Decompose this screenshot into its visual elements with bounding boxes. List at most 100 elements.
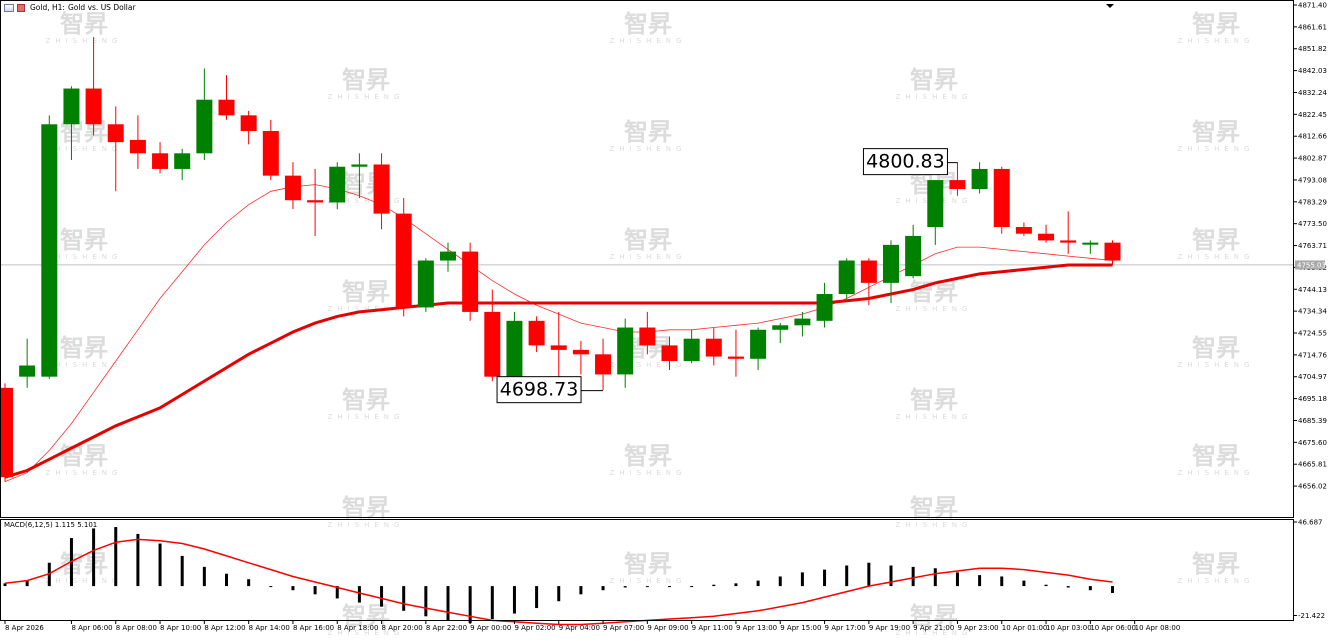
candle bbox=[772, 323, 789, 344]
watermark-logo: 智昇 bbox=[624, 10, 672, 38]
watermark-subtext: ZHISHENG bbox=[896, 93, 973, 101]
price-tick-label: 4812.66 bbox=[1298, 133, 1327, 141]
watermark-logo: 智昇 bbox=[624, 118, 672, 146]
candle-body bbox=[683, 338, 700, 362]
chart-type-icon[interactable] bbox=[17, 3, 25, 12]
macd-bar bbox=[778, 576, 782, 587]
price-annotation: 4800.83 bbox=[862, 148, 958, 176]
watermark-logo: 智昇 bbox=[1192, 442, 1240, 470]
candle-body bbox=[550, 345, 567, 350]
macd-bar bbox=[845, 565, 849, 587]
candle bbox=[639, 311, 656, 355]
candle-body bbox=[927, 180, 944, 228]
macd-bar bbox=[955, 572, 959, 587]
candle-body bbox=[595, 354, 612, 375]
price-tick-label: 4822.45 bbox=[1298, 111, 1327, 119]
time-tick-label: 8 Apr 10:00 bbox=[160, 624, 201, 632]
current-price-tag-label: 4755.03 bbox=[1297, 261, 1326, 269]
time-tick-label: 10 Apr 01:00 bbox=[1002, 624, 1048, 632]
watermark-subtext: ZHISHENG bbox=[610, 37, 687, 45]
macd-bar bbox=[623, 586, 627, 588]
candle bbox=[993, 166, 1010, 234]
candle-body bbox=[971, 168, 988, 190]
candle bbox=[129, 115, 146, 169]
macd-bar bbox=[291, 586, 295, 591]
macd-bar bbox=[512, 586, 516, 614]
candle-body bbox=[528, 320, 545, 346]
candle-body bbox=[196, 99, 213, 154]
watermark-subtext: ZHISHENG bbox=[46, 361, 123, 369]
watermark-subtext: ZHISHENG bbox=[328, 197, 405, 205]
candle-body bbox=[1060, 240, 1077, 243]
price-annotations: 4800.83 4698.73 bbox=[496, 148, 958, 404]
watermark-logo: 智昇 bbox=[60, 442, 108, 470]
watermark-layer: 智昇ZHISHENG智昇ZHISHENG智昇ZHISHENG智昇ZHISHENG… bbox=[46, 10, 1255, 637]
price-tick-label: 4832.24 bbox=[1298, 89, 1327, 97]
candle bbox=[572, 340, 589, 375]
macd-bar bbox=[933, 568, 937, 587]
watermark-subtext: ZHISHENG bbox=[610, 253, 687, 261]
candle bbox=[1015, 222, 1032, 236]
macd-bar bbox=[114, 527, 118, 587]
macd-bar bbox=[1111, 586, 1114, 593]
time-tick-label: 9 Apr 21:00 bbox=[913, 624, 954, 632]
candle bbox=[174, 148, 191, 181]
macd-bar bbox=[136, 533, 140, 587]
watermark-subtext: ZHISHENG bbox=[896, 305, 973, 313]
candle-body bbox=[661, 345, 678, 362]
candle bbox=[528, 316, 545, 353]
watermark-subtext: ZHISHENG bbox=[46, 577, 123, 585]
macd-bar bbox=[1022, 580, 1026, 587]
macd-bar bbox=[158, 543, 162, 587]
price-tick-label: 4656.02 bbox=[1298, 483, 1327, 491]
watermark-subtext: ZHISHENG bbox=[1178, 253, 1255, 261]
price-tick-label: 4793.08 bbox=[1298, 176, 1327, 184]
candle bbox=[240, 110, 257, 145]
watermark-subtext: ZHISHENG bbox=[46, 37, 123, 45]
candle-body bbox=[1038, 233, 1055, 241]
time-tick-label: 8 Apr 18:00 bbox=[337, 624, 378, 632]
macd-bar bbox=[889, 565, 893, 587]
candle bbox=[218, 75, 235, 120]
candle-body bbox=[373, 164, 390, 214]
time-tick-label: 10 Apr 06:00 bbox=[1090, 624, 1136, 632]
candle bbox=[794, 311, 811, 337]
price-tick-label: 4783.29 bbox=[1298, 198, 1327, 206]
candle-body bbox=[727, 356, 744, 359]
time-tick-label: 9 Apr 00:00 bbox=[470, 624, 511, 632]
watermark-logo: 智昇 bbox=[1192, 334, 1240, 362]
time-tick-label: 10 Apr 08:00 bbox=[1135, 624, 1181, 632]
candle bbox=[949, 162, 966, 196]
candle-body bbox=[41, 124, 58, 377]
time-tick-label: 8 Apr 20:00 bbox=[382, 624, 423, 632]
candle-body bbox=[85, 88, 102, 125]
candle-body bbox=[262, 130, 279, 176]
candle bbox=[883, 240, 899, 303]
macd-bar bbox=[712, 584, 716, 587]
watermark-logo: 智昇 bbox=[1192, 226, 1240, 254]
time-tick-label: 8 Apr 06:00 bbox=[71, 624, 112, 632]
macd-signal-line bbox=[4, 538, 1113, 626]
watermark-logo: 智昇 bbox=[60, 10, 108, 38]
macd-bar bbox=[645, 586, 649, 588]
time-tick-label: 8 Apr 14:00 bbox=[249, 624, 290, 632]
macd-bar bbox=[468, 586, 472, 624]
macd-bar bbox=[557, 586, 561, 602]
symbol-description: Gold vs. US Dollar bbox=[67, 3, 136, 12]
current-price-tag: 4755.03 bbox=[1295, 260, 1326, 270]
macd-bar bbox=[92, 528, 96, 587]
watermark-subtext: ZHISHENG bbox=[1178, 37, 1255, 45]
window-icon[interactable] bbox=[4, 3, 14, 12]
candle bbox=[351, 153, 368, 198]
watermark-logo: 智昇 bbox=[60, 226, 108, 254]
macd-panel: MACD(6,12,5) 1.115 5.101 46.687 -21.422 bbox=[3, 519, 1325, 626]
watermark-logo: 智昇 bbox=[624, 226, 672, 254]
macd-bar bbox=[202, 566, 206, 587]
time-tick-label: 8 Apr 2026 bbox=[5, 624, 44, 632]
candle-body bbox=[794, 318, 811, 326]
candle bbox=[1038, 224, 1055, 243]
watermark-logo: 智昇 bbox=[910, 66, 958, 94]
candle bbox=[196, 68, 213, 161]
candle bbox=[484, 289, 501, 382]
